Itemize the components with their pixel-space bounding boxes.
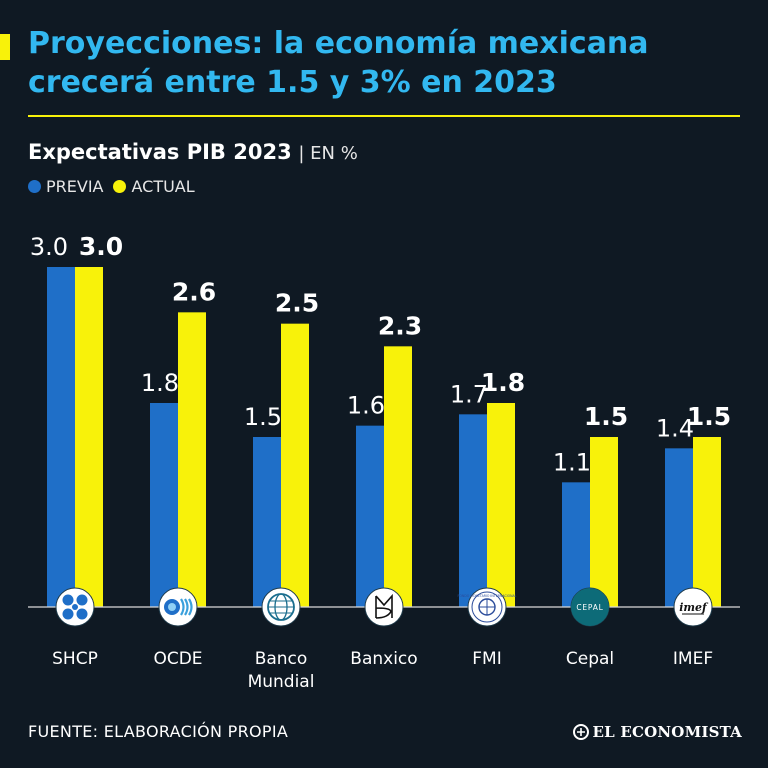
- bar-group-0: 3.0 3.0 SHCP: [30, 232, 123, 669]
- category-label: IMEF: [673, 649, 713, 669]
- logo-circle: [168, 603, 176, 611]
- bar-previa: [150, 403, 178, 607]
- legend-actual-dot-icon: [113, 179, 127, 193]
- bar-actual: [384, 346, 412, 607]
- title-accent-marker: [0, 34, 10, 60]
- source-note: FUENTE: ELABORACIÓN PROPIA: [28, 722, 289, 741]
- logo-dot: [62, 608, 74, 620]
- logo-dot: [62, 594, 74, 606]
- logo-text: imef: [679, 601, 709, 614]
- category-label-line: Cepal: [566, 649, 614, 669]
- bar-actual: [75, 267, 103, 607]
- logo-fill: [571, 588, 609, 626]
- chart-subtitle: Expectativas PIB 2023 | EN %: [28, 138, 358, 168]
- category-label: OCDE: [153, 649, 202, 669]
- bar-group-5: 1.1 1.5 Cepal: [553, 402, 628, 669]
- data-label-actual: 1.5: [584, 402, 628, 431]
- category-label: FMI: [472, 649, 501, 669]
- brand-mark-icon: [572, 724, 589, 740]
- brand-name: EL ECONOMISTA: [592, 723, 742, 741]
- data-label-previa: 1.6: [347, 392, 385, 420]
- logo-dot: [76, 608, 88, 620]
- legend-item-actual: ACTUAL: [113, 176, 195, 196]
- bar-previa: [665, 448, 693, 607]
- chart-unit-label: | EN %: [298, 143, 358, 164]
- data-label-actual: 1.5: [687, 402, 731, 431]
- logo-text: FONDO MONETARIO INTERNACIONAL: [458, 594, 517, 598]
- bar-previa: [459, 414, 487, 607]
- data-label-previa: 3.0: [30, 233, 68, 261]
- logo-monogram: [375, 593, 393, 619]
- cepal-logo-icon: CEPAL: [570, 587, 610, 627]
- data-label-actual: 2.5: [275, 289, 319, 318]
- legend-previa-dot-icon: [28, 179, 41, 193]
- bar-actual: [590, 437, 618, 607]
- category-label: Banco Mundial: [248, 649, 315, 692]
- title-divider: [28, 115, 740, 117]
- data-label-actual: 2.3: [378, 311, 422, 340]
- bar-group-3: 1.6 2.3 Banxico: [347, 311, 422, 669]
- legend: PREVIA ACTUAL: [28, 175, 205, 197]
- category-label: Cepal: [566, 649, 614, 669]
- bar-previa: [356, 425, 384, 607]
- logo-arc: [188, 598, 193, 616]
- category-label-line: Mundial: [248, 672, 315, 692]
- page-title: Proyecciones: la economía mexicana crece…: [28, 26, 649, 100]
- logo-globe-lines: [268, 600, 294, 614]
- category-label-line: Banco: [255, 649, 308, 669]
- data-label-previa: 1.8: [141, 369, 179, 397]
- logo-text: CEPAL: [576, 603, 603, 612]
- category-label: SHCP: [52, 649, 98, 669]
- logo-dot: [76, 594, 88, 606]
- category-label: Banxico: [350, 649, 417, 669]
- bar-previa: [253, 437, 281, 607]
- banxico-logo-icon: [364, 587, 404, 627]
- category-label-line: IMEF: [673, 649, 713, 669]
- shcp-logo-icon: [55, 587, 95, 627]
- bar-actual: [281, 323, 309, 607]
- bar-previa: [562, 482, 590, 607]
- fmi-logo-icon: FONDO MONETARIO INTERNACIONAL: [458, 587, 517, 627]
- legend-actual-label: ACTUAL: [131, 176, 195, 196]
- logo-badge: [364, 587, 404, 627]
- legend-previa-label: PREVIA: [46, 176, 104, 196]
- logo-arc: [184, 598, 189, 616]
- bar-actual: [178, 312, 206, 607]
- bar-group-1: 1.8 2.6 OCDE: [141, 277, 216, 669]
- logo-arc: [180, 598, 185, 616]
- chart-subtitle-text: Expectativas PIB 2023: [28, 140, 292, 164]
- bar-group-4: 1.71.8 FMI: [450, 368, 525, 669]
- logo-badge: [673, 587, 713, 627]
- category-label-line: Banxico: [350, 649, 417, 669]
- logo-globe-lines: [479, 599, 495, 615]
- logo-dot: [72, 604, 78, 610]
- bar-actual: [487, 403, 515, 607]
- data-label-previa: 1.1: [553, 448, 591, 476]
- data-label-actual: 3.0: [79, 232, 123, 261]
- category-label-line: SHCP: [52, 649, 98, 669]
- imef-logo-icon: imef: [673, 587, 713, 627]
- bar-group-2: 1.5 2.5 Banco Mundial: [244, 289, 319, 692]
- bar-previa: [47, 267, 75, 607]
- brand-logo: EL ECONOMISTA: [572, 723, 742, 741]
- legend-item-previa: PREVIA: [28, 177, 103, 196]
- data-label-previa: 1.7: [450, 380, 488, 408]
- data-label-previa: 1.4: [656, 414, 694, 442]
- data-label-actual: 1.8: [481, 368, 525, 397]
- logo-ring: [471, 591, 503, 623]
- category-label-line: OCDE: [153, 649, 202, 669]
- data-label-actual: 2.6: [172, 277, 216, 306]
- data-label-previa: 1.5: [244, 403, 282, 431]
- category-label-line: FMI: [472, 649, 501, 669]
- bar-actual: [693, 437, 721, 607]
- bar-group-6: 1.41.5 IMEF: [656, 402, 731, 669]
- ocde-logo-icon: [158, 587, 198, 627]
- banco-mundial-logo-icon: [261, 587, 301, 627]
